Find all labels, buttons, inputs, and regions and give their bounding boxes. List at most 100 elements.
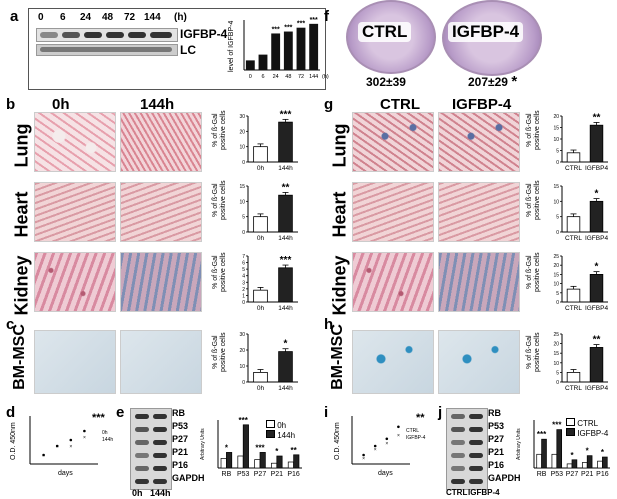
lc-blot-label: LC [180, 43, 196, 57]
b-kidney-ylabel: % of ß-Gal positive cells [212, 252, 227, 292]
point-0h [55, 444, 59, 448]
bar-IGFBP4 [589, 347, 604, 383]
g-kidney-ylabel: % of ß-Gal positive cells [526, 252, 541, 292]
x-tick-label: P53 [237, 471, 250, 478]
x-tick-label: 144 [309, 74, 318, 80]
y-tick-label: 20 [239, 129, 245, 135]
x-tick-label: IGFBP4 [585, 305, 609, 312]
bar-RB-144h [226, 452, 233, 469]
bar-6 [258, 54, 268, 70]
y-tick-label: 5 [556, 149, 559, 155]
bar-RB-0h [220, 458, 227, 469]
bar-CTRL [566, 372, 581, 383]
msc-144h-image [120, 330, 202, 394]
panel-a-ylabel: level of IGFBP-4 [228, 20, 235, 72]
significance-mark: * [284, 339, 288, 350]
y-tick-label: 5 [242, 215, 245, 221]
bar-144h [278, 267, 293, 303]
hour-48: 48 [102, 12, 114, 23]
j-label-p53: P53 [488, 421, 505, 431]
organ-label-kidney-left: Kidney [11, 255, 32, 316]
d-xlabel: days [58, 470, 73, 477]
y-tick-label: 1 [242, 293, 245, 299]
y-tick-label: 6 [242, 261, 245, 267]
bar-CTRL [566, 288, 581, 303]
x-tick-label: 0h [257, 305, 265, 312]
significance-mark: *** [280, 109, 292, 120]
chart-j-bar: RB *** P53 *** P27 * P21 * P16 * [533, 420, 610, 478]
significance-mark: *** [297, 21, 305, 28]
j-label-rb: RB [488, 408, 501, 418]
bar-144h [278, 351, 293, 383]
panel-j-blot-labels: RB P53 P27 P21 P16 GAPDH [488, 407, 521, 485]
chart-b-lung: 0 10 20 30 0h 144h *** [239, 109, 298, 172]
chart-h-msc: 0 5 10 15 20 25 CTRL IGFBP4 ** [553, 332, 608, 392]
significance-mark: *** [272, 26, 280, 33]
g-lung-ylabel: % of ß-Gal positive cells [526, 110, 541, 150]
y-tick-label: 5 [242, 267, 245, 273]
point-144h: × [83, 435, 86, 441]
y-tick-label: 5 [556, 215, 559, 221]
ctrl-dish-label: CTRL [358, 22, 412, 42]
msc-igfbp4-image [438, 330, 520, 394]
y-tick-label: 0 [242, 160, 245, 166]
bar-0 [245, 60, 255, 70]
igfbp4-blot [36, 28, 178, 42]
e-legend: 0h 144h [266, 420, 295, 440]
point-0h [42, 453, 45, 457]
y-tick-label: 10 [553, 199, 559, 205]
igfbp4-dish-label: IGFBP-4 [448, 22, 524, 42]
point-IGFBP-4: × [385, 441, 388, 447]
significance-mark: ** [282, 182, 290, 193]
y-tick-label: 15 [239, 184, 245, 190]
chart-c-msc: 0 10 20 30 0h 144h * [239, 332, 298, 392]
chart-i-scatter: × × × × [351, 416, 410, 465]
bar-RB-CTRL [536, 453, 542, 469]
bar-P21-IGFBP-4 [586, 455, 593, 469]
y-tick-label: 5 [556, 370, 559, 376]
hour-0: 0 [38, 12, 44, 23]
chart-a-bar: 0 6 24 *** 48 *** 72 *** 144 *** (h) [243, 17, 329, 80]
hour-6: 6 [60, 12, 66, 23]
point-0h [83, 429, 86, 433]
heart-144h-image [120, 182, 202, 242]
significance-mark: * [275, 447, 279, 456]
y-tick-label: 0 [556, 380, 559, 386]
j-legend-swatch-igfbp4 [566, 428, 575, 436]
hour-72: 72 [124, 12, 136, 23]
bar-P16-IGFBP-4 [602, 456, 608, 469]
organ-label-kidney-right: Kidney [329, 255, 350, 316]
significance-mark: *** [310, 17, 318, 24]
organ-label-heart-right: Heart [329, 191, 350, 238]
bar-0h [253, 372, 268, 383]
bar-P27-CTRL [566, 463, 573, 469]
kidney-ctrl-image [352, 252, 434, 312]
bar-P16-144h [293, 454, 300, 469]
point-CTRL [362, 453, 365, 457]
i-legend-ctrl: CTRL [406, 428, 420, 434]
x-tick-label: 0h [257, 165, 265, 172]
panel-label-e: e [116, 404, 125, 421]
x-tick-label: 72 [298, 74, 304, 80]
hour-24: 24 [80, 12, 92, 23]
panel-b-header-144h: 144h [140, 96, 175, 113]
bar-144 [309, 23, 319, 70]
x-tick-label: P27 [254, 471, 267, 478]
significance-mark: *** [280, 255, 292, 266]
significance-mark: ** [290, 446, 297, 455]
kidney-0h-image [34, 252, 116, 312]
organ-label-heart-left: Heart [11, 191, 32, 238]
cell-label-left: BM-MSC [11, 324, 28, 390]
panel-e-blot-labels: RB P53 P27 P21 P16 GAPDH [172, 407, 205, 485]
bar-P53-144h [242, 424, 249, 469]
y-tick-label: 0 [556, 300, 559, 306]
y-tick-label: 30 [239, 332, 245, 338]
panel-label-h: h [324, 316, 334, 333]
x-tick-label: RB [537, 471, 547, 478]
y-tick-label: 10 [553, 137, 559, 143]
e-label-p53: P53 [172, 421, 189, 431]
x-tick-label: 0h [257, 235, 265, 242]
bar-0h [253, 146, 268, 163]
heart-0h-image [34, 182, 116, 242]
y-tick-label: 7 [242, 254, 245, 260]
